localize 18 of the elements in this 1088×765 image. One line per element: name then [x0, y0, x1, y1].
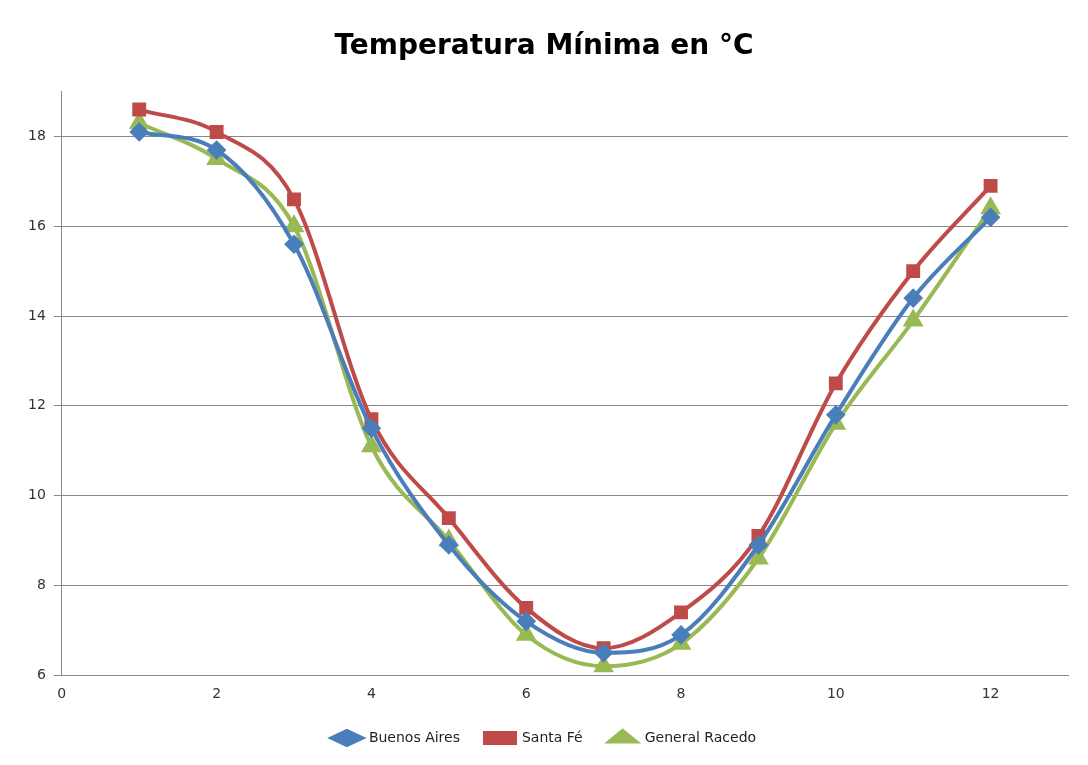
chart-title: Temperatura Mínima en °C: [334, 28, 754, 62]
legend-label: General Racedo: [644, 728, 757, 745]
y-tick-label: 6: [36, 665, 46, 682]
x-tick-label: 6: [521, 685, 531, 702]
y-tick-label: 10: [27, 486, 46, 503]
x-tick-label: 4: [366, 685, 376, 702]
y-tick-label: 14: [27, 306, 46, 323]
x-tick-label: 0: [57, 685, 67, 702]
x-tick-label: 8: [676, 685, 686, 702]
y-tick-label: 18: [27, 127, 46, 144]
x-tick-label: 12: [981, 685, 1000, 702]
legend-label: Santa Fé: [521, 728, 583, 745]
x-tick-label: 2: [212, 685, 222, 702]
y-tick-label: 12: [27, 396, 46, 413]
y-tick-label: 16: [27, 216, 46, 233]
y-tick-label: 8: [36, 576, 46, 593]
legend-label: Buenos Aires: [368, 728, 460, 745]
x-tick-label: 10: [826, 685, 845, 702]
